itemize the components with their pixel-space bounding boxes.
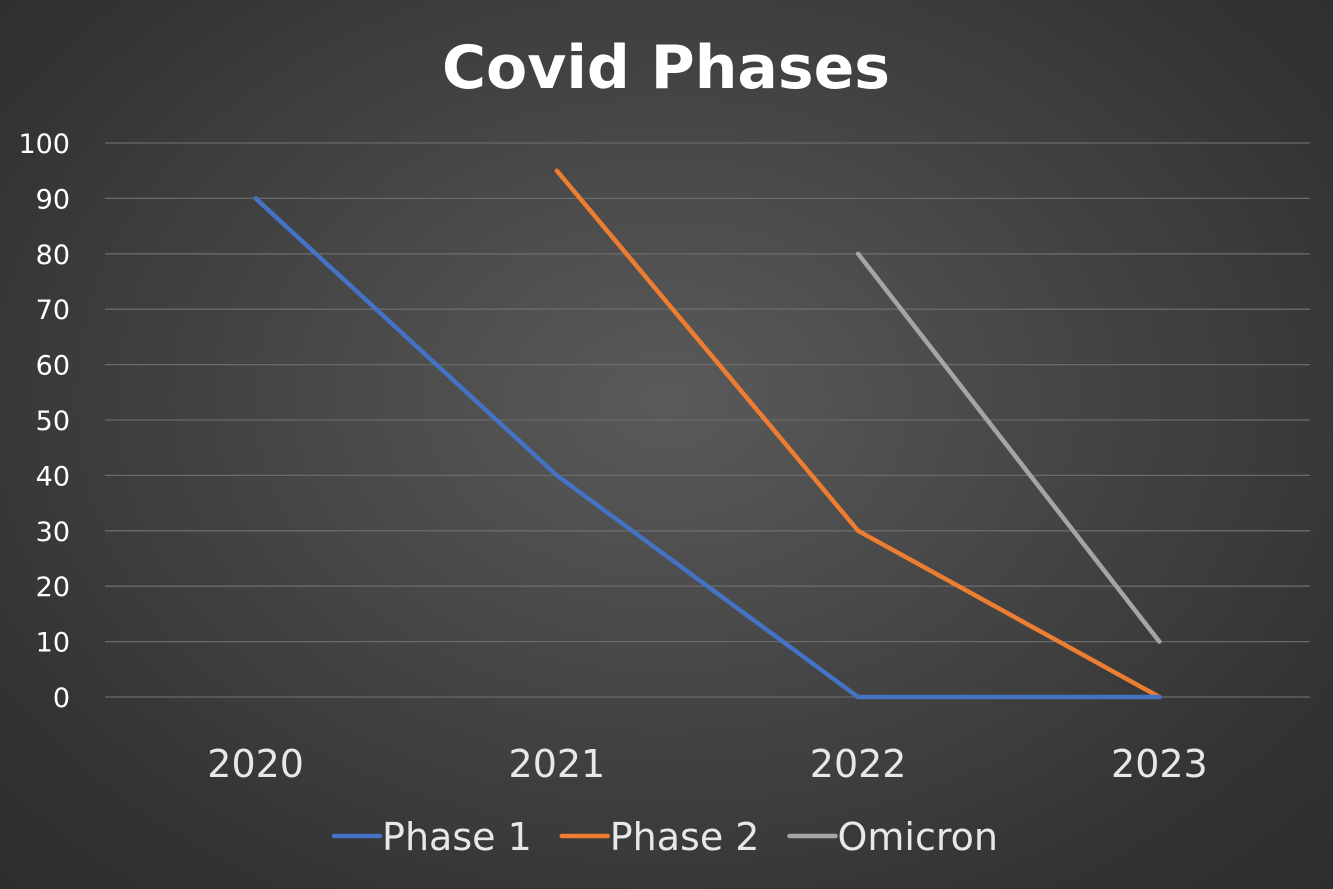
y-tick-label: 30: [36, 517, 70, 548]
y-tick-label: 100: [18, 129, 70, 160]
x-tick-label: 2021: [509, 742, 606, 786]
y-tick-label: 0: [53, 683, 70, 714]
y-axis-ticks: 0 10 20 30 40 50 60 70 80 90 100: [18, 129, 70, 714]
x-axis-ticks: 2020 2021 2022 2023: [207, 742, 1207, 786]
legend-label: Phase 2: [610, 815, 760, 859]
y-tick-label: 10: [36, 628, 70, 659]
legend: Phase 1 Phase 2 Omicron: [331, 815, 998, 859]
legend-item-omicron: Omicron: [787, 815, 998, 859]
y-tick-label: 70: [36, 295, 70, 326]
legend-item-phase-2: Phase 2: [559, 815, 760, 859]
y-tick-label: 40: [36, 461, 70, 492]
y-tick-label: 80: [36, 240, 70, 271]
series-line-phase-1: [253, 196, 1162, 700]
legend-label: Omicron: [837, 815, 998, 859]
series-line-omicron: [855, 251, 1162, 644]
x-tick-label: 2020: [207, 742, 304, 786]
legend-item-phase-1: Phase 1: [331, 815, 532, 859]
y-tick-label: 20: [36, 572, 70, 603]
y-tick-label: 90: [36, 184, 70, 215]
x-tick-label: 2023: [1111, 742, 1208, 786]
series-lines: [253, 168, 1162, 700]
legend-label: Phase 1: [382, 815, 532, 859]
series-line-phase-2: [554, 168, 1162, 700]
y-tick-label: 60: [36, 351, 70, 382]
y-tick-label: 50: [36, 406, 70, 437]
chart-title: Covid Phases: [442, 33, 890, 103]
x-tick-label: 2022: [810, 742, 907, 786]
gridlines: [105, 142, 1310, 698]
